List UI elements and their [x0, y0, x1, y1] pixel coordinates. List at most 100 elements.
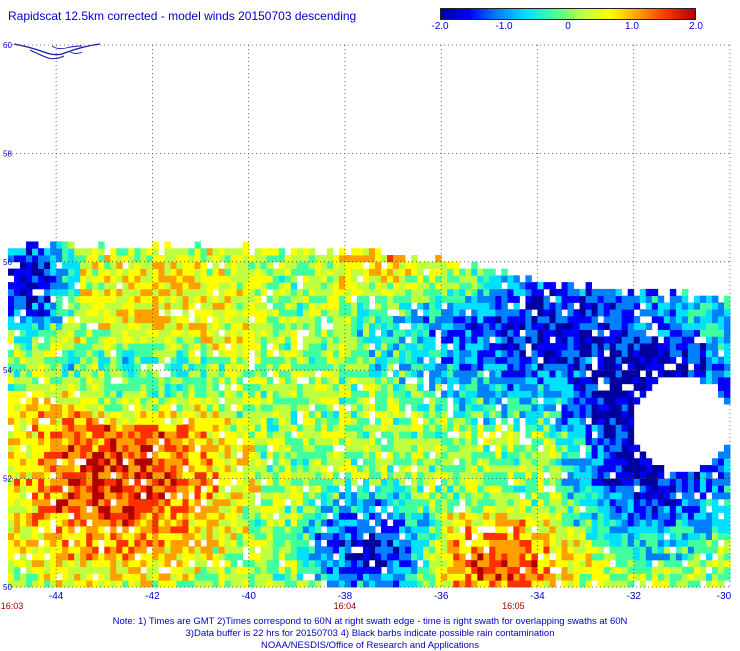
data-cell — [344, 512, 352, 520]
data-cell — [507, 329, 514, 337]
data-cell — [302, 519, 310, 527]
data-cell — [164, 383, 171, 391]
data-cell — [633, 505, 641, 513]
data-cell — [164, 288, 171, 297]
data-cell — [344, 424, 352, 432]
data-cell — [723, 363, 731, 371]
data-cell — [591, 485, 599, 493]
data-cell — [212, 465, 219, 473]
data-cell — [152, 322, 159, 330]
data-cell — [296, 478, 304, 486]
data-cell — [74, 295, 81, 303]
data-cell — [471, 288, 478, 297]
data-cell — [356, 329, 364, 337]
data-cell — [453, 573, 460, 581]
data-cell — [176, 275, 183, 283]
data-cell — [687, 539, 695, 547]
data-cell — [423, 498, 430, 507]
data-cell — [573, 295, 580, 303]
data-cell — [80, 417, 87, 425]
data-cell — [224, 553, 232, 561]
data-cell — [230, 437, 238, 446]
data-cell — [200, 309, 207, 317]
data-cell — [489, 492, 496, 500]
data-cell — [717, 505, 725, 513]
data-cell — [134, 444, 141, 452]
data-cell — [381, 390, 388, 398]
data-cell — [272, 559, 280, 568]
data-cell — [441, 316, 448, 324]
data-cell — [272, 492, 280, 500]
data-cell — [170, 465, 177, 473]
data-cell — [531, 566, 538, 574]
data-cell — [615, 492, 623, 500]
data-cell — [717, 492, 725, 500]
data-cell — [657, 559, 665, 568]
data-cell — [633, 376, 641, 385]
data-cell — [723, 512, 731, 520]
data-cell — [140, 471, 147, 479]
data-cell — [381, 505, 388, 513]
data-cell — [332, 363, 340, 371]
data-cell — [513, 417, 520, 425]
data-cell — [495, 329, 502, 337]
data-cell — [675, 329, 683, 337]
data-cell — [519, 397, 526, 405]
data-cell — [525, 573, 532, 581]
data-cell — [188, 526, 195, 534]
data-cell — [465, 282, 472, 290]
data-cell — [80, 566, 87, 574]
data-cell — [290, 471, 298, 479]
data-cell — [459, 302, 466, 310]
data-cell — [585, 465, 593, 473]
data-cell — [182, 437, 189, 446]
data-cell — [44, 444, 51, 452]
data-cell — [182, 397, 189, 405]
data-cell — [260, 465, 268, 473]
data-cell — [699, 465, 707, 473]
data-cell — [68, 526, 75, 534]
data-cell — [272, 580, 280, 588]
data-cell — [290, 404, 298, 412]
data-cell — [591, 349, 599, 358]
data-cell — [356, 295, 364, 303]
data-cell — [8, 458, 15, 466]
data-cell — [381, 526, 388, 534]
data-cell — [104, 458, 111, 466]
data-cell — [116, 268, 123, 276]
data-cell — [651, 356, 659, 364]
data-cell — [194, 322, 201, 330]
data-cell — [507, 465, 514, 473]
data-cell — [417, 390, 424, 398]
data-cell — [176, 485, 183, 493]
data-cell — [561, 410, 568, 419]
data-cell — [441, 295, 448, 303]
data-cell — [471, 268, 478, 276]
data-cell — [8, 573, 15, 581]
data-cell — [188, 471, 195, 479]
data-cell — [164, 431, 171, 439]
data-cell — [188, 275, 195, 283]
data-cell — [483, 309, 490, 317]
data-cell — [176, 478, 183, 486]
data-cell — [314, 295, 322, 303]
data-cell — [549, 458, 556, 466]
data-cell — [98, 295, 105, 303]
data-cell — [272, 451, 280, 459]
data-cell — [68, 295, 75, 303]
data-cell — [218, 573, 225, 581]
data-cell — [447, 485, 454, 493]
data-cell — [152, 566, 159, 574]
data-cell — [423, 539, 430, 547]
data-cell — [326, 397, 334, 405]
data-cell — [387, 410, 394, 419]
data-cell — [350, 309, 358, 317]
data-cell — [38, 404, 45, 412]
data-cell — [332, 492, 340, 500]
data-cell — [447, 268, 454, 276]
data-cell — [495, 519, 502, 527]
data-cell — [435, 580, 442, 588]
data-cell — [44, 302, 51, 310]
data-cell — [44, 376, 51, 385]
data-cell — [176, 553, 183, 561]
